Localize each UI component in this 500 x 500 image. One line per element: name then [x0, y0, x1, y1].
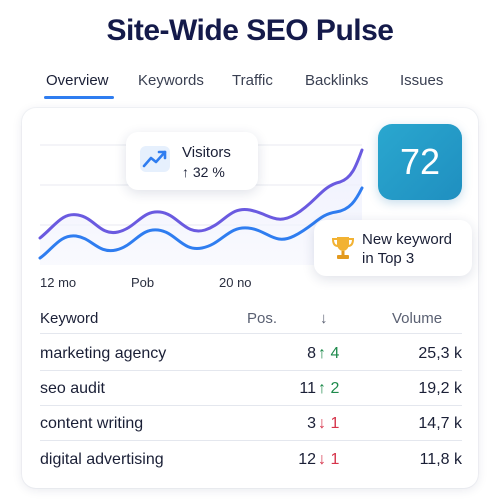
- table-row[interactable]: content writing 3 ↓ 1 14,7 k: [40, 407, 462, 442]
- table-row[interactable]: digital advertising 12 ↓ 1 11,8 k: [40, 443, 462, 478]
- volume-cell: 19,2 k: [418, 380, 462, 397]
- table-divider: [40, 440, 462, 441]
- position-cell: 12: [298, 451, 316, 468]
- trend-up-icon: [140, 146, 170, 172]
- chart-area-fill: [40, 150, 362, 265]
- tab-traffic[interactable]: Traffic: [232, 72, 273, 89]
- visitors-label: Visitors: [182, 144, 231, 161]
- visitors-change: ↑ 32 %: [182, 164, 225, 180]
- volume-cell: 25,3 k: [418, 345, 462, 362]
- change-cell: ↓ 1: [318, 451, 340, 468]
- table-row[interactable]: marketing agency 8 ↑ 4 25,3 k: [40, 337, 462, 372]
- table-divider: [40, 405, 462, 406]
- column-header-change[interactable]: ↓: [320, 310, 328, 327]
- active-tab-indicator: [44, 96, 114, 99]
- tab-backlinks[interactable]: Backlinks: [305, 72, 369, 89]
- page-title: Site-Wide SEO Pulse: [106, 14, 394, 47]
- x-tick-label: 20 no: [219, 275, 252, 290]
- change-cell: ↑ 2: [318, 380, 340, 397]
- table-divider: [40, 370, 462, 371]
- column-header-volume[interactable]: Volume: [392, 310, 443, 327]
- chart-series-primary: [38, 148, 364, 240]
- volume-cell: 11,8 k: [419, 451, 462, 468]
- new-keyword-card: New keyword in Top 3: [314, 220, 472, 276]
- x-tick-label: Pob: [131, 275, 155, 290]
- change-cell: ↑ 4: [318, 345, 340, 362]
- change-cell: ↓ 1: [318, 415, 340, 432]
- tab-keywords[interactable]: Keywords: [138, 72, 204, 89]
- new-keyword-line2: in Top 3: [362, 250, 415, 267]
- chart-series-secondary: [38, 186, 364, 260]
- visitors-card: Visitors ↑ 32 %: [126, 132, 258, 190]
- trophy-icon: [330, 234, 356, 262]
- seo-score-badge: 72: [378, 124, 462, 200]
- table-row[interactable]: seo audit 11 ↑ 2 19,2 k: [40, 372, 462, 407]
- position-cell: 3: [307, 415, 316, 432]
- tab-bar: Overview Keywords Traffic Backlinks Issu…: [0, 72, 500, 96]
- keyword-cell: digital advertising: [40, 451, 164, 468]
- column-header-position[interactable]: Pos.: [247, 310, 278, 327]
- keyword-cell: content writing: [40, 415, 144, 432]
- tab-overview[interactable]: Overview: [46, 72, 109, 89]
- x-tick-label: 12 mo: [40, 275, 77, 290]
- position-cell: 11: [299, 380, 316, 397]
- new-keyword-line1: New keyword: [362, 231, 453, 248]
- new-keyword-text: New keyword in Top 3: [362, 230, 452, 268]
- column-header-keyword[interactable]: Keyword: [40, 310, 99, 327]
- position-cell: 8: [307, 345, 316, 362]
- volume-cell: 14,7 k: [418, 415, 462, 432]
- table-divider: [40, 333, 462, 334]
- keyword-cell: marketing agency: [40, 345, 167, 362]
- keyword-cell: seo audit: [40, 380, 105, 397]
- tab-issues[interactable]: Issues: [400, 72, 444, 89]
